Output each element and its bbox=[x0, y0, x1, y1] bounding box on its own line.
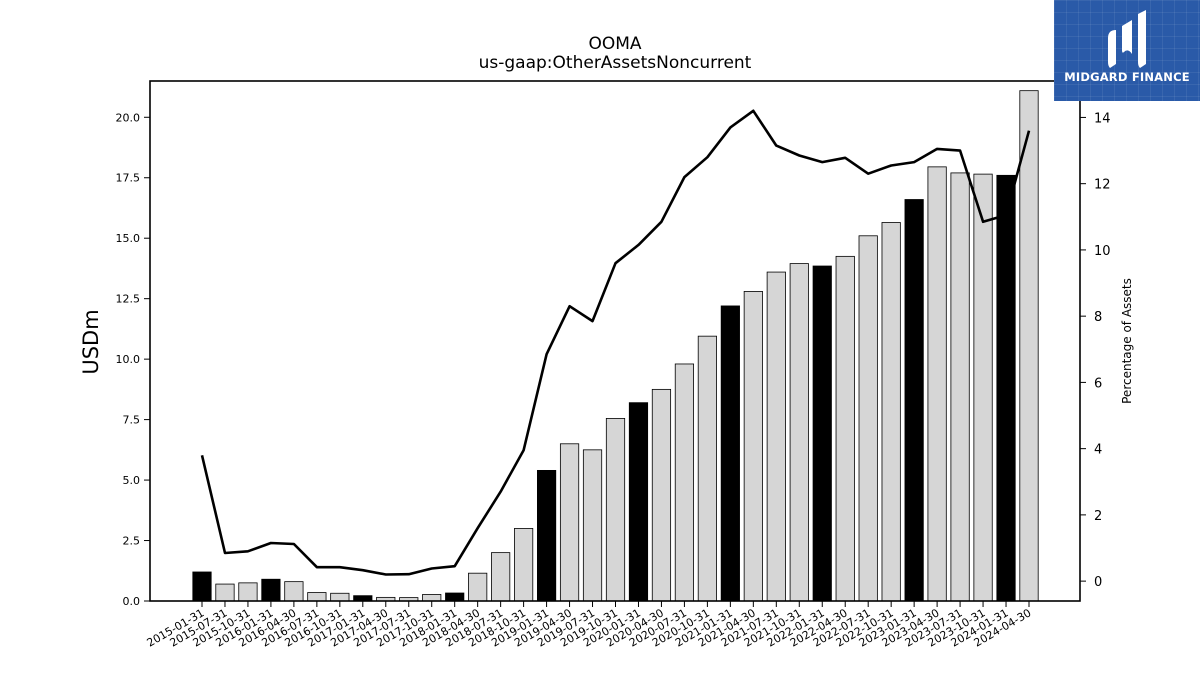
logo-grid-pattern bbox=[1054, 0, 1200, 101]
bar bbox=[996, 174, 1016, 602]
bar bbox=[858, 235, 878, 602]
bar bbox=[812, 265, 832, 602]
y-tick-label: 15.0 bbox=[116, 232, 141, 245]
x-ticks-group: 2015-01-312015-07-312015-10-312016-01-31… bbox=[145, 601, 1034, 650]
bar bbox=[1019, 90, 1039, 602]
y2-tick-label: 12 bbox=[1094, 178, 1111, 193]
y-tick-label: 7.5 bbox=[123, 414, 141, 427]
bar bbox=[674, 363, 695, 602]
bar bbox=[720, 305, 740, 602]
bar bbox=[192, 571, 212, 602]
bar bbox=[215, 583, 235, 602]
bar bbox=[927, 166, 947, 602]
y-tick-label: 5.0 bbox=[123, 474, 141, 487]
y-tick-label: 2.5 bbox=[123, 535, 141, 548]
bar bbox=[582, 449, 603, 602]
line-group bbox=[200, 109, 1031, 576]
bar bbox=[284, 581, 304, 602]
bar bbox=[238, 582, 258, 602]
midgard-logo-icon bbox=[1108, 10, 1146, 68]
bar bbox=[445, 592, 465, 602]
bar bbox=[536, 469, 557, 602]
bar bbox=[330, 592, 350, 602]
y-ticks-group: 0.0 2.5 5.0 7.5 10.0 12.5 15.0 17.5 20.0 bbox=[116, 111, 150, 608]
bar bbox=[904, 199, 924, 602]
y-tick-label: 0.0 bbox=[123, 595, 141, 608]
brand-logo: MIDGARD FINANCE bbox=[1054, 0, 1200, 101]
bar bbox=[950, 172, 970, 602]
bar bbox=[422, 594, 442, 602]
y2-tick-label: 14 bbox=[1094, 111, 1111, 126]
y2-axis-label: Percentage of Assets bbox=[1120, 278, 1134, 404]
y2-ticks-group: 0 2 4 6 8 10 12 14 bbox=[1080, 111, 1111, 590]
bar bbox=[881, 222, 901, 602]
bar bbox=[559, 443, 580, 602]
y2-tick-label: 0 bbox=[1094, 575, 1102, 590]
bar bbox=[261, 578, 281, 602]
chart-subtitle: us-gaap:OtherAssetsNoncurrent bbox=[479, 53, 752, 73]
bar bbox=[789, 263, 809, 602]
bars-group bbox=[192, 90, 1039, 602]
y2-tick-label: 4 bbox=[1094, 443, 1102, 458]
bar bbox=[743, 291, 763, 602]
bar bbox=[697, 335, 717, 602]
bar bbox=[651, 388, 672, 602]
bar bbox=[514, 528, 534, 602]
bar bbox=[835, 255, 855, 602]
chart-title: OOMA bbox=[588, 34, 641, 54]
y-tick-label: 17.5 bbox=[116, 172, 141, 185]
bar bbox=[605, 417, 626, 602]
bar bbox=[973, 173, 993, 602]
y-tick-label: 10.0 bbox=[116, 353, 141, 366]
logo-wordmark: MIDGARD FINANCE bbox=[1064, 70, 1190, 84]
y2-tick-label: 10 bbox=[1094, 244, 1111, 259]
bar bbox=[491, 552, 511, 602]
bar bbox=[766, 271, 786, 602]
percentage-line bbox=[200, 109, 1031, 576]
bar bbox=[628, 402, 649, 602]
y2-tick-label: 8 bbox=[1094, 310, 1102, 325]
bar bbox=[307, 592, 327, 602]
y2-tick-label: 2 bbox=[1094, 509, 1102, 524]
y-tick-label: 20.0 bbox=[116, 111, 141, 124]
y2-tick-label: 6 bbox=[1094, 376, 1102, 391]
y-tick-label: 12.5 bbox=[116, 293, 141, 306]
bar bbox=[468, 572, 488, 602]
y-axis-label: USDm bbox=[79, 309, 103, 374]
